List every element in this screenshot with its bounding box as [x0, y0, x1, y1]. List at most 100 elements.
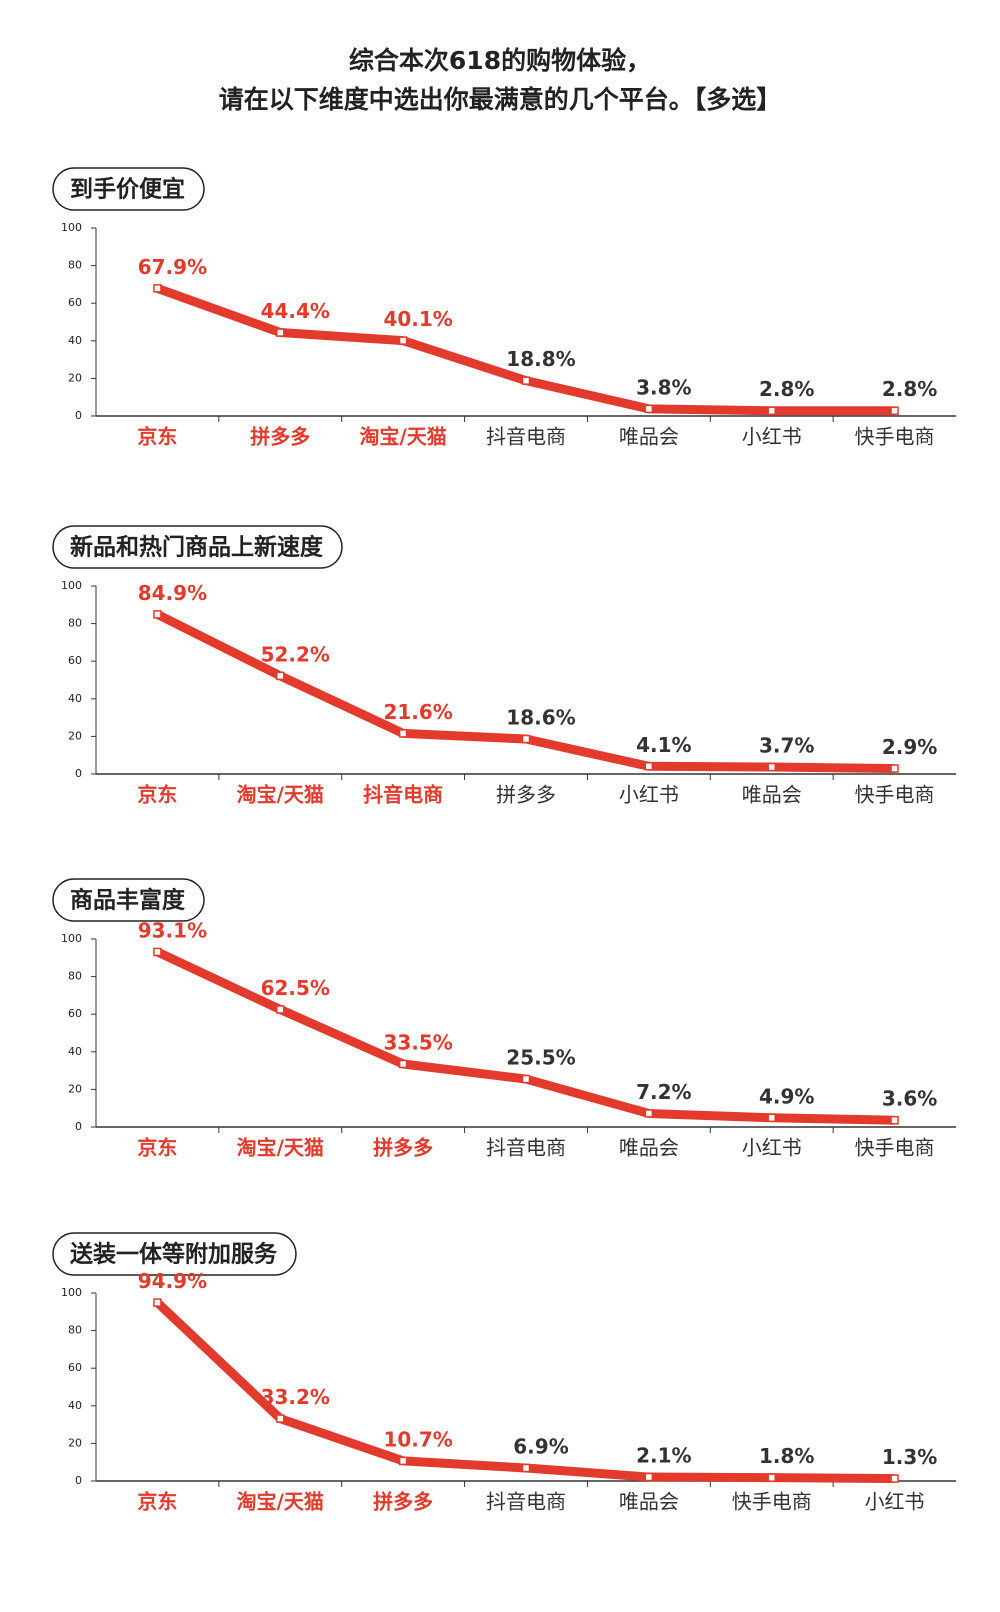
- x-tick-label: 抖音电商: [363, 783, 443, 807]
- point: [153, 610, 162, 619]
- x-tick-label: 拼多多: [373, 1490, 433, 1514]
- x-tick-label: 唯品会: [619, 1136, 679, 1160]
- data-label: 6.9%: [513, 1435, 568, 1459]
- x-tick-label: 抖音电商: [486, 1490, 566, 1514]
- y-tick-label: 80: [68, 1324, 82, 1337]
- y-tick-label: 20: [68, 1436, 82, 1449]
- point: [644, 404, 654, 414]
- page-title: 请在以下维度中选出你最满意的几个平台。【多选】: [219, 85, 782, 114]
- data-label: 62.5%: [261, 976, 330, 1000]
- x-tick-label: 快手电商: [732, 1490, 812, 1514]
- point: [644, 762, 654, 771]
- data-label: 94.9%: [138, 1269, 207, 1293]
- data-label: 3.8%: [636, 375, 691, 399]
- point: [521, 376, 531, 385]
- chart-title: 到手价便宜: [70, 176, 185, 203]
- chart-title-pill: [52, 167, 205, 211]
- chart-title: 送装一体等附加服务: [70, 1241, 278, 1268]
- y-tick-label: 60: [68, 296, 82, 309]
- y-tick-label: 80: [68, 970, 82, 983]
- point: [644, 1472, 654, 1482]
- x-tick-label: 京东: [137, 425, 177, 449]
- data-label: 7.2%: [636, 1080, 691, 1104]
- data-label: 21.6%: [383, 700, 452, 724]
- point: [890, 1474, 899, 1483]
- page-title: 综合本次618的购物体验，: [349, 46, 651, 75]
- y-tick-label: 20: [68, 729, 82, 742]
- y-tick-label: 40: [68, 1399, 82, 1412]
- data-label: 18.8%: [506, 347, 575, 371]
- point: [276, 1414, 285, 1423]
- x-tick-label: 唯品会: [619, 1490, 679, 1514]
- y-tick-label: 0: [75, 1474, 82, 1487]
- point: [890, 764, 899, 773]
- y-tick-label: 60: [68, 1361, 82, 1374]
- y-tick-label: 20: [68, 371, 82, 384]
- y-tick-label: 100: [61, 932, 82, 945]
- point: [521, 1463, 531, 1473]
- x-tick-label: 拼多多: [373, 1136, 433, 1160]
- data-label: 93.1%: [138, 918, 207, 942]
- x-tick-label: 京东: [137, 783, 177, 807]
- point: [767, 406, 776, 415]
- x-tick-label: 小红书: [742, 425, 802, 449]
- x-tick-label: 淘宝/天猫: [237, 1490, 324, 1514]
- chart-title-pill: [52, 878, 205, 922]
- x-tick-label: 快手电商: [855, 425, 935, 449]
- x-tick-label: 小红书: [619, 783, 679, 807]
- data-label: 3.7%: [759, 734, 814, 758]
- x-tick-label: 京东: [137, 1136, 177, 1160]
- y-tick-label: 60: [68, 654, 82, 667]
- x-tick-label: 京东: [137, 1490, 177, 1514]
- x-tick-label: 抖音电商: [486, 425, 566, 449]
- point: [890, 1115, 899, 1125]
- point: [276, 671, 285, 681]
- point: [153, 1298, 162, 1307]
- point: [521, 1074, 531, 1084]
- data-label: 1.8%: [759, 1444, 814, 1468]
- x-tick-label: 唯品会: [619, 425, 679, 449]
- chart-title-pill: [52, 1232, 297, 1276]
- data-label: 40.1%: [383, 307, 452, 331]
- point: [890, 406, 899, 415]
- y-tick-label: 40: [68, 692, 82, 705]
- x-tick-label: 小红书: [865, 1490, 925, 1514]
- y-tick-label: 40: [68, 334, 82, 347]
- x-tick-label: 淘宝/天猫: [237, 1136, 324, 1160]
- data-label: 18.6%: [506, 706, 575, 730]
- data-label: 2.9%: [882, 735, 937, 759]
- y-tick-label: 100: [61, 221, 82, 234]
- y-tick-label: 80: [68, 259, 82, 272]
- point: [398, 1059, 408, 1069]
- data-label: 2.1%: [636, 1444, 691, 1468]
- data-label: 33.5%: [383, 1031, 452, 1055]
- data-label: 67.9%: [138, 255, 207, 279]
- y-tick-label: 0: [75, 767, 82, 780]
- data-label: 33.2%: [261, 1385, 330, 1409]
- point: [767, 762, 776, 772]
- y-tick-label: 0: [75, 409, 82, 422]
- y-tick-label: 100: [61, 579, 82, 592]
- x-tick-label: 淘宝/天猫: [359, 425, 446, 449]
- chart-title: 新品和热门商品上新速度: [70, 534, 324, 561]
- data-label: 4.1%: [636, 733, 691, 757]
- point: [398, 1456, 408, 1466]
- point: [767, 1113, 776, 1123]
- point: [153, 947, 162, 957]
- point: [276, 1005, 285, 1014]
- point: [398, 729, 408, 738]
- y-tick-label: 0: [75, 1120, 82, 1133]
- data-label: 84.9%: [138, 581, 207, 605]
- data-label: 4.9%: [759, 1084, 814, 1108]
- point: [644, 1109, 654, 1118]
- x-tick-label: 拼多多: [496, 783, 556, 807]
- x-tick-label: 快手电商: [855, 783, 935, 807]
- point: [153, 284, 162, 293]
- data-label: 2.8%: [759, 377, 814, 401]
- point: [398, 336, 408, 345]
- x-tick-label: 淘宝/天猫: [237, 783, 324, 807]
- point: [521, 734, 531, 744]
- x-tick-label: 拼多多: [250, 425, 310, 449]
- point: [767, 1473, 776, 1482]
